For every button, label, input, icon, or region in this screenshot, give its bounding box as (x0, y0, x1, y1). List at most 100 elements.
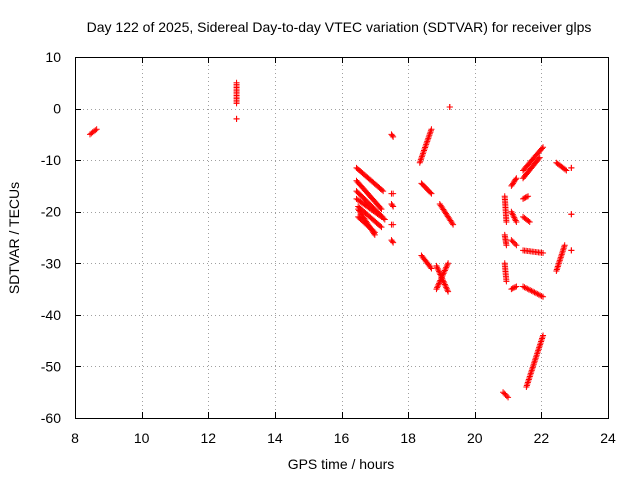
y-tick-label: -10 (41, 152, 61, 168)
data-point (435, 281, 442, 288)
data-point (443, 284, 450, 291)
data-point (513, 219, 520, 226)
data-point (436, 278, 443, 285)
data-point (434, 283, 441, 290)
data-point (427, 129, 434, 136)
data-point (416, 159, 423, 166)
data-point (568, 164, 575, 171)
data-point (523, 193, 530, 200)
x-tick-label: 8 (71, 430, 79, 446)
data-point (417, 158, 424, 165)
y-tick-label: -40 (41, 307, 61, 323)
data-point (512, 240, 519, 247)
data-point (93, 126, 100, 133)
data-point (426, 132, 433, 139)
data-point (512, 176, 519, 183)
data-point (510, 213, 517, 220)
data-point (441, 268, 448, 275)
data-point (444, 261, 451, 268)
data-point (540, 144, 547, 151)
plot-frame (75, 57, 609, 419)
data-point (532, 290, 539, 297)
data-point (513, 283, 520, 290)
data-point (511, 214, 518, 221)
x-axis-label: GPS time / hours (288, 456, 395, 472)
x-tick-label: 10 (134, 430, 150, 446)
data-point (427, 189, 434, 196)
data-point (389, 132, 396, 139)
data-point (435, 267, 442, 274)
data-point (441, 281, 448, 288)
data-point (524, 285, 531, 292)
x-tick-label: 12 (200, 430, 216, 446)
data-point (530, 288, 537, 295)
data-point (377, 204, 384, 211)
data-point (381, 216, 388, 223)
data-point (377, 212, 384, 219)
data-point (562, 166, 569, 173)
y-tick-label: -30 (41, 255, 61, 271)
data-point (434, 264, 441, 271)
data-point (378, 213, 385, 220)
data-point (568, 247, 575, 254)
data-point (425, 133, 432, 140)
data-point (445, 260, 452, 267)
data-point (437, 277, 444, 284)
data-point (525, 217, 532, 224)
data-point (540, 249, 547, 256)
data-point (503, 242, 510, 249)
data-point (371, 229, 378, 236)
data-point (427, 264, 434, 271)
data-point (423, 139, 430, 146)
data-point (443, 264, 450, 271)
data-point (92, 127, 99, 134)
data-point (233, 100, 240, 107)
data-point (526, 219, 533, 226)
grid (75, 57, 608, 418)
data-point (527, 287, 534, 294)
data-point (525, 286, 532, 293)
y-tick-label: 10 (45, 49, 61, 65)
data-point (503, 278, 510, 285)
data-point (535, 291, 542, 298)
data-point (505, 394, 512, 401)
data-point (528, 287, 535, 294)
data-point (503, 393, 510, 400)
data-point (422, 144, 429, 151)
chart-title: Day 122 of 2025, Sidereal Day-to-day VTE… (87, 19, 592, 35)
data-point (445, 288, 452, 295)
data-point (419, 152, 426, 159)
data-point (512, 284, 519, 291)
data-point (443, 263, 450, 270)
data-point (428, 265, 435, 272)
data-point (427, 127, 434, 134)
data-point (512, 217, 519, 224)
data-point (428, 190, 435, 197)
y-tick-label: -50 (41, 358, 61, 374)
data-point (444, 287, 451, 294)
data-point (436, 280, 443, 287)
data-point (433, 286, 440, 293)
data-point (390, 190, 397, 197)
data-point (377, 223, 384, 230)
axis-ticks: 8 10 12 14 16 18 20 22 24 10 0 -10 -20 -30 -40 -50 -60 (41, 49, 616, 446)
data-point (563, 167, 570, 174)
data-point (446, 104, 453, 111)
data-point (442, 282, 449, 289)
y-axis-label: SDTVAR / TECUs (6, 182, 22, 294)
data-point (390, 203, 397, 210)
data-point (439, 273, 446, 280)
data-point (423, 141, 430, 148)
data-point (509, 210, 516, 217)
data-point (509, 211, 516, 218)
data-point (513, 242, 520, 249)
data-point (538, 145, 545, 152)
data-point (390, 239, 397, 246)
data-point (433, 262, 440, 269)
data-point (449, 220, 456, 227)
data-point (513, 175, 520, 182)
data-point (508, 208, 515, 215)
data-point (540, 332, 547, 339)
data-point (434, 265, 441, 272)
